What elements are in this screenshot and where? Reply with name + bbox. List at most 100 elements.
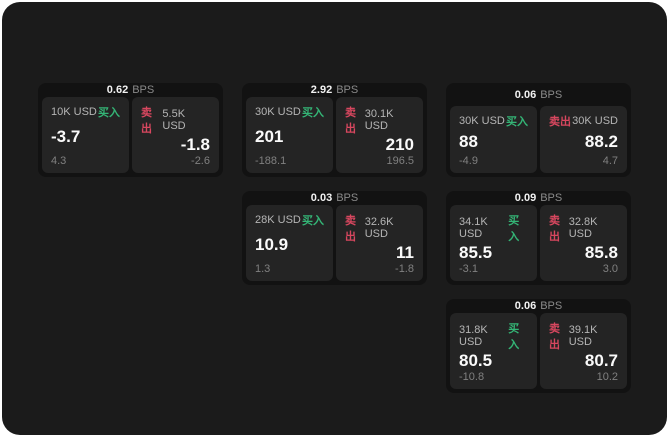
sell-panel-top-row: 卖出 32.8K USD	[549, 212, 618, 244]
quote-card: 0.09 BPS 34.1K USD 买入 85.5 -3.1 卖出 32.8K…	[446, 191, 631, 285]
sell-price: 11	[396, 243, 414, 263]
bps-header: 0.06 BPS	[446, 299, 631, 313]
buy-delta: -4.9	[459, 155, 478, 167]
buy-delta: -188.1	[255, 155, 287, 167]
quote-card-body: 28K USD 买入 10.9 1.3 卖出 32.6K USD 11 -1.8	[242, 205, 427, 285]
sell-delta: -2.6	[191, 155, 210, 167]
sell-price: 80.7	[584, 351, 618, 371]
buy-price: -3.7	[51, 127, 81, 147]
sell-price: -1.8	[180, 135, 210, 155]
buy-panel-top-row: 30K USD 买入	[255, 104, 324, 120]
bps-unit-label: BPS	[540, 300, 563, 313]
sell-amount: 39.1K USD	[568, 324, 598, 349]
buy-panel-top-row: 10K USD 买入	[51, 104, 120, 120]
bps-value: 0.06	[514, 88, 537, 101]
bps-unit-label: BPS	[336, 192, 359, 205]
sell-amount: 32.6K USD	[364, 216, 394, 241]
buy-quote-panel[interactable]: 28K USD 买入 10.9 1.3	[246, 205, 333, 281]
bps-value: 2.92	[310, 84, 333, 97]
buy-quote-panel[interactable]: 30K USD 买入 201 -188.1	[246, 97, 333, 173]
buy-amount: 30K USD	[255, 106, 301, 119]
bps-header: 2.92 BPS	[242, 83, 427, 97]
sell-quote-panel[interactable]: 卖出 5.5K USD -1.8 -2.6	[132, 97, 219, 173]
bps-unit-label: BPS	[540, 88, 563, 101]
sell-price: 88.2	[584, 131, 618, 151]
buy-amount: 10K USD	[51, 106, 97, 119]
sell-panel-top-row: 卖出 32.6K USD	[345, 212, 414, 244]
sell-amount: 32.8K USD	[568, 216, 598, 241]
buy-amount: 30K USD	[459, 115, 505, 127]
sell-amount: 30K USD	[572, 115, 618, 127]
buy-quote-panel[interactable]: 34.1K USD 买入 85.5 -3.1	[450, 205, 537, 281]
sell-panel-top-row: 卖出 30K USD	[549, 113, 618, 129]
quote-card: 0.06 BPS 30K USD 买入 88 -4.9 卖出 30K USD 8…	[446, 83, 631, 177]
bps-header: 0.62 BPS	[38, 83, 223, 97]
buy-amount: 28K USD	[255, 214, 301, 227]
buy-button[interactable]: 买入	[508, 323, 520, 352]
buy-button[interactable]: 买入	[98, 107, 120, 120]
sell-delta: -1.8	[395, 263, 414, 275]
bps-unit-label: BPS	[336, 84, 359, 97]
sell-price: 85.8	[584, 243, 618, 263]
buy-price: 10.9	[255, 235, 289, 255]
bps-unit-label: BPS	[132, 84, 155, 97]
quote-card: 0.06 BPS 31.8K USD 买入 80.5 -10.8 卖出 39.1…	[446, 299, 631, 393]
sell-quote-panel[interactable]: 卖出 30.1K USD 210 196.5	[336, 97, 423, 173]
quote-card-body: 30K USD 买入 201 -188.1 卖出 30.1K USD 210 1…	[242, 97, 427, 177]
bps-value: 0.62	[106, 84, 129, 97]
quote-grid: 0.62 BPS 10K USD 买入 -3.7 4.3 卖出 5.5K USD…	[38, 83, 631, 393]
buy-button[interactable]: 买入	[508, 215, 520, 244]
sell-quote-panel[interactable]: 卖出 32.8K USD 85.8 3.0	[540, 205, 627, 281]
quote-card-body: 10K USD 买入 -3.7 4.3 卖出 5.5K USD -1.8 -2.…	[38, 97, 223, 177]
buy-price: 80.5	[459, 351, 493, 371]
sell-delta: 10.2	[596, 371, 618, 383]
quote-card-body: 34.1K USD 买入 85.5 -3.1 卖出 32.8K USD 85.8…	[446, 205, 631, 285]
sell-quote-panel[interactable]: 卖出 32.6K USD 11 -1.8	[336, 205, 423, 281]
sell-button[interactable]: 卖出	[345, 107, 356, 136]
buy-price: 85.5	[459, 243, 493, 263]
quote-card: 2.92 BPS 30K USD 买入 201 -188.1 卖出 30.1K …	[242, 83, 427, 177]
buy-quote-panel[interactable]: 30K USD 买入 88 -4.9	[450, 106, 537, 173]
sell-button[interactable]: 卖出	[549, 215, 560, 244]
buy-delta: -10.8	[459, 371, 485, 383]
buy-delta: 4.3	[51, 155, 67, 167]
sell-button[interactable]: 卖出	[549, 116, 571, 128]
buy-button[interactable]: 买入	[302, 215, 324, 228]
sell-panel-top-row: 卖出 39.1K USD	[549, 320, 618, 352]
sell-amount: 5.5K USD	[162, 108, 186, 133]
sell-panel-top-row: 卖出 30.1K USD	[345, 104, 414, 136]
sell-amount: 30.1K USD	[364, 108, 394, 133]
bps-value: 0.09	[514, 192, 537, 205]
buy-amount: 34.1K USD	[459, 216, 488, 241]
buy-quote-panel[interactable]: 10K USD 买入 -3.7 4.3	[42, 97, 129, 173]
buy-panel-top-row: 34.1K USD 买入	[459, 212, 528, 244]
buy-delta: 1.3	[255, 263, 271, 275]
buy-quote-panel[interactable]: 31.8K USD 买入 80.5 -10.8	[450, 313, 537, 389]
sell-quote-panel[interactable]: 卖出 30K USD 88.2 4.7	[540, 106, 627, 173]
sell-quote-panel[interactable]: 卖出 39.1K USD 80.7 10.2	[540, 313, 627, 389]
bps-header: 0.03 BPS	[242, 191, 427, 205]
sell-button[interactable]: 卖出	[549, 323, 560, 352]
sell-delta: 196.5	[386, 155, 414, 167]
buy-price: 88	[459, 131, 478, 151]
bps-value: 0.06	[514, 300, 537, 313]
sell-delta: 3.0	[602, 263, 618, 275]
buy-panel-top-row: 28K USD 买入	[255, 212, 324, 228]
buy-panel-top-row: 30K USD 买入	[459, 113, 528, 129]
sell-button[interactable]: 卖出	[345, 215, 356, 244]
quote-card-body: 30K USD 买入 88 -4.9 卖出 30K USD 88.2 4.7	[446, 106, 631, 177]
bps-value: 0.03	[310, 192, 333, 205]
sell-button[interactable]: 卖出	[141, 107, 152, 136]
buy-button[interactable]: 买入	[302, 107, 324, 120]
buy-delta: -3.1	[459, 263, 478, 275]
buy-price: 201	[255, 127, 284, 147]
bps-header: 0.09 BPS	[446, 191, 631, 205]
buy-panel-top-row: 31.8K USD 买入	[459, 320, 528, 352]
sell-delta: 4.7	[602, 155, 618, 167]
quote-card: 0.03 BPS 28K USD 买入 10.9 1.3 卖出 32.6K US…	[242, 191, 427, 285]
sell-panel-top-row: 卖出 5.5K USD	[141, 104, 210, 136]
bps-unit-label: BPS	[540, 192, 563, 205]
buy-button[interactable]: 买入	[506, 116, 528, 128]
buy-amount: 31.8K USD	[459, 324, 488, 349]
